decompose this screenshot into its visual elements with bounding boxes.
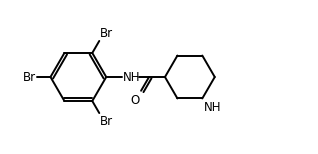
Text: NH: NH (204, 101, 222, 114)
Text: Br: Br (100, 115, 114, 128)
Text: O: O (131, 94, 140, 107)
Text: Br: Br (22, 71, 36, 83)
Text: Br: Br (100, 27, 114, 40)
Text: NH: NH (123, 71, 141, 83)
